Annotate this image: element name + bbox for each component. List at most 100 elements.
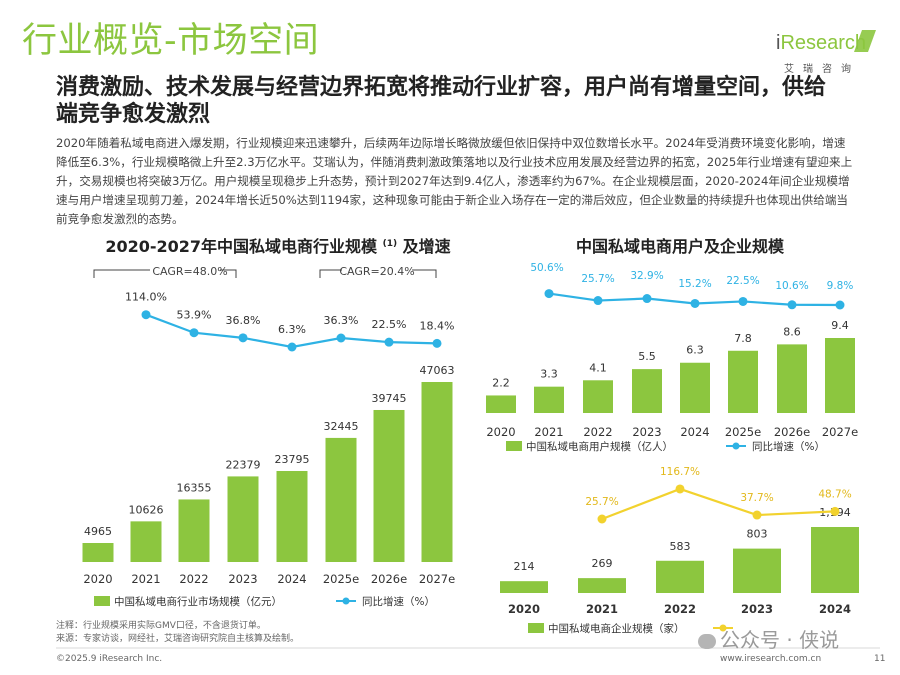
chart3-legend-bar-label: 中国私域电商企业规模（家） — [548, 622, 685, 635]
chart3-bar-2023 — [733, 548, 781, 593]
chart1-growth-point-2024 — [287, 342, 297, 352]
chart3-bar-label-2021: 269 — [592, 557, 613, 570]
chart3-bar-label-2023: 803 — [747, 528, 768, 541]
chart2-bar-label-2022: 4.1 — [589, 361, 607, 374]
footnote-source: 来源：专家访谈，网经社，艾瑞咨询研究院自主核算及绘制。 — [56, 634, 300, 644]
copyright: ©2025.9 iResearch Inc. — [56, 654, 163, 664]
chart3-xtick-2024: 2024 — [819, 602, 851, 616]
chart2-xtick-2024: 2024 — [680, 425, 709, 439]
page-title: 行业概览-市场空间 — [22, 21, 320, 61]
chart1-cagr-bg-1 — [150, 262, 220, 278]
chart1-legend-line-dot — [342, 597, 350, 605]
chart1-legend-bar-label: 中国私域电商行业市场规模（亿元） — [114, 595, 282, 608]
chart1-growth-label-2024: 6.3% — [278, 323, 306, 336]
chart2-growth-point-2026e — [787, 300, 797, 310]
chart1-bar-2026e — [373, 409, 405, 562]
chart1-title: 2020-2027年中国私域电商行业规模 (1) 及增速 — [105, 237, 450, 256]
footer-url[interactable]: www.iresearch.com.cn — [720, 654, 822, 664]
chart2-xtick-2023: 2023 — [632, 425, 661, 439]
chart2-growth-label-2025e: 22.5% — [726, 275, 759, 287]
chart2-bar-label-2025e: 7.8 — [734, 332, 752, 345]
chart1-bar-label-2024: 23795 — [275, 453, 310, 466]
chart2-xtick-2020: 2020 — [486, 425, 515, 439]
chart1-bar-label-2022: 16355 — [177, 481, 212, 494]
chart2-growth-label-2021: 50.6% — [530, 262, 563, 274]
chart2-xtick-2021: 2021 — [534, 425, 563, 439]
chart2-bar-label-2027e: 9.4 — [831, 319, 849, 332]
chart2-bar-2021 — [534, 386, 564, 413]
chart2-bar-label-2024: 6.3 — [686, 344, 704, 357]
chart2-growth-label-2023: 32.9% — [630, 270, 663, 282]
chart1-xtick-2026e: 2026e — [371, 572, 407, 586]
chart2-growth-point-2027e — [835, 300, 845, 310]
chart3-growth-point-2024 — [830, 506, 840, 516]
chart3-xtick-2020: 2020 — [508, 602, 540, 616]
chart2-bar-2025e — [728, 350, 758, 413]
chart3-legend-bar-swatch — [528, 623, 544, 633]
chart1-bar-2025e — [325, 437, 357, 562]
chart2-legend-bar-swatch — [506, 441, 522, 451]
chart2-growth-label-2022: 25.7% — [581, 273, 614, 285]
chart2-xtick-2027e: 2027e — [822, 425, 858, 439]
chart3-growth-label-2021: 25.7% — [585, 496, 618, 508]
chart3-bar-label-2020: 214 — [514, 560, 535, 573]
chart1-growth-label-2022: 53.9% — [177, 309, 212, 322]
chart2-bar-label-2023: 5.5 — [638, 350, 656, 363]
chart1-legend-bar-swatch — [94, 596, 110, 606]
chart3-growth-point-2022 — [675, 484, 685, 494]
footnote-note: 注释：行业规模采用实际GMV口径，不含退货订单。 — [56, 621, 266, 631]
chart2-xtick-2026e: 2026e — [774, 425, 810, 439]
chart3-growth-label-2024: 48.7% — [818, 488, 851, 500]
chart1-growth-point-2027e — [432, 338, 442, 348]
chart1-growth-point-2021 — [141, 310, 151, 320]
chart2-growth-point-2024 — [690, 298, 700, 308]
chart2-title: 中国私域电商用户及企业规模 — [576, 237, 785, 256]
chart1-bar-2020 — [82, 543, 114, 562]
chart1-growth-label-2025e: 36.3% — [324, 314, 359, 327]
chart3-growth-point-2023 — [752, 510, 762, 520]
chart2-growth-point-2025e — [738, 296, 748, 306]
chart3-bar-2021 — [578, 578, 626, 593]
chart3-growth-label-2023: 37.7% — [740, 492, 773, 504]
chart1-bar-label-2021: 10626 — [129, 503, 164, 516]
chart3-growth-label-2022: 116.7% — [660, 466, 700, 478]
wechat-watermark: 公众号 · 侠说 — [698, 624, 839, 653]
chart2-legend-bar-label: 中国私域电商用户规模（亿人） — [526, 440, 673, 453]
chart2-bar-2022 — [583, 380, 613, 413]
chart1-bar-2022 — [178, 499, 210, 562]
chart1-growth-point-2025e — [336, 333, 346, 343]
headline: 消费激励、技术发展与经营边界拓宽将推动行业扩容，用户尚有增量空间，供给端竞争愈发… — [56, 75, 827, 127]
chart3-bar-2020 — [500, 581, 548, 593]
chart2-growth-point-2021 — [544, 289, 554, 299]
chart1-bar-2023 — [227, 476, 259, 562]
chart2-legend-line-dot — [732, 442, 740, 450]
chart1-xtick-2023: 2023 — [228, 572, 257, 586]
chart3-bar-label-2022: 583 — [670, 540, 691, 553]
chart2-bar-2024 — [680, 362, 710, 413]
chart1-growth-label-2026e: 22.5% — [372, 318, 407, 331]
chart2-growth-label-2027e: 9.8% — [827, 280, 854, 292]
chart2-growth-point-2022 — [593, 296, 603, 306]
chart3-xtick-2021: 2021 — [586, 602, 618, 616]
chart1-growth-point-2026e — [384, 337, 394, 347]
logo-cn: 艾瑞咨询 — [784, 64, 860, 75]
chart2-bar-label-2021: 3.3 — [540, 368, 558, 381]
chart3-bar-2024 — [811, 527, 859, 593]
chart2-xtick-2025e: 2025e — [725, 425, 761, 439]
chart2-bar-2020 — [486, 395, 516, 413]
chart1-bar-label-2020: 4965 — [84, 525, 112, 538]
logo-brand-rest: Research — [780, 32, 867, 54]
chart1-growth-label-2027e: 18.4% — [420, 319, 455, 332]
chart1-bar-label-2027e: 47063 — [420, 364, 455, 377]
chart1-cagr-label-2: CAGR=20.4% — [339, 265, 414, 278]
chart1-bar-2024 — [276, 470, 308, 562]
iresearch-logo: iResearch 艾瑞咨询 — [776, 30, 880, 80]
chart2-growth-label-2026e: 10.6% — [775, 280, 808, 292]
chart3-growth-point-2021 — [597, 514, 607, 524]
chart1-xtick-2021: 2021 — [131, 572, 160, 586]
chart2-xtick-2022: 2022 — [583, 425, 612, 439]
chart1-bar-label-2026e: 39745 — [372, 392, 407, 405]
chart3-bar-2022 — [656, 560, 704, 593]
chart1-bar-label-2023: 22379 — [226, 458, 261, 471]
chart3-xtick-2023: 2023 — [741, 602, 773, 616]
